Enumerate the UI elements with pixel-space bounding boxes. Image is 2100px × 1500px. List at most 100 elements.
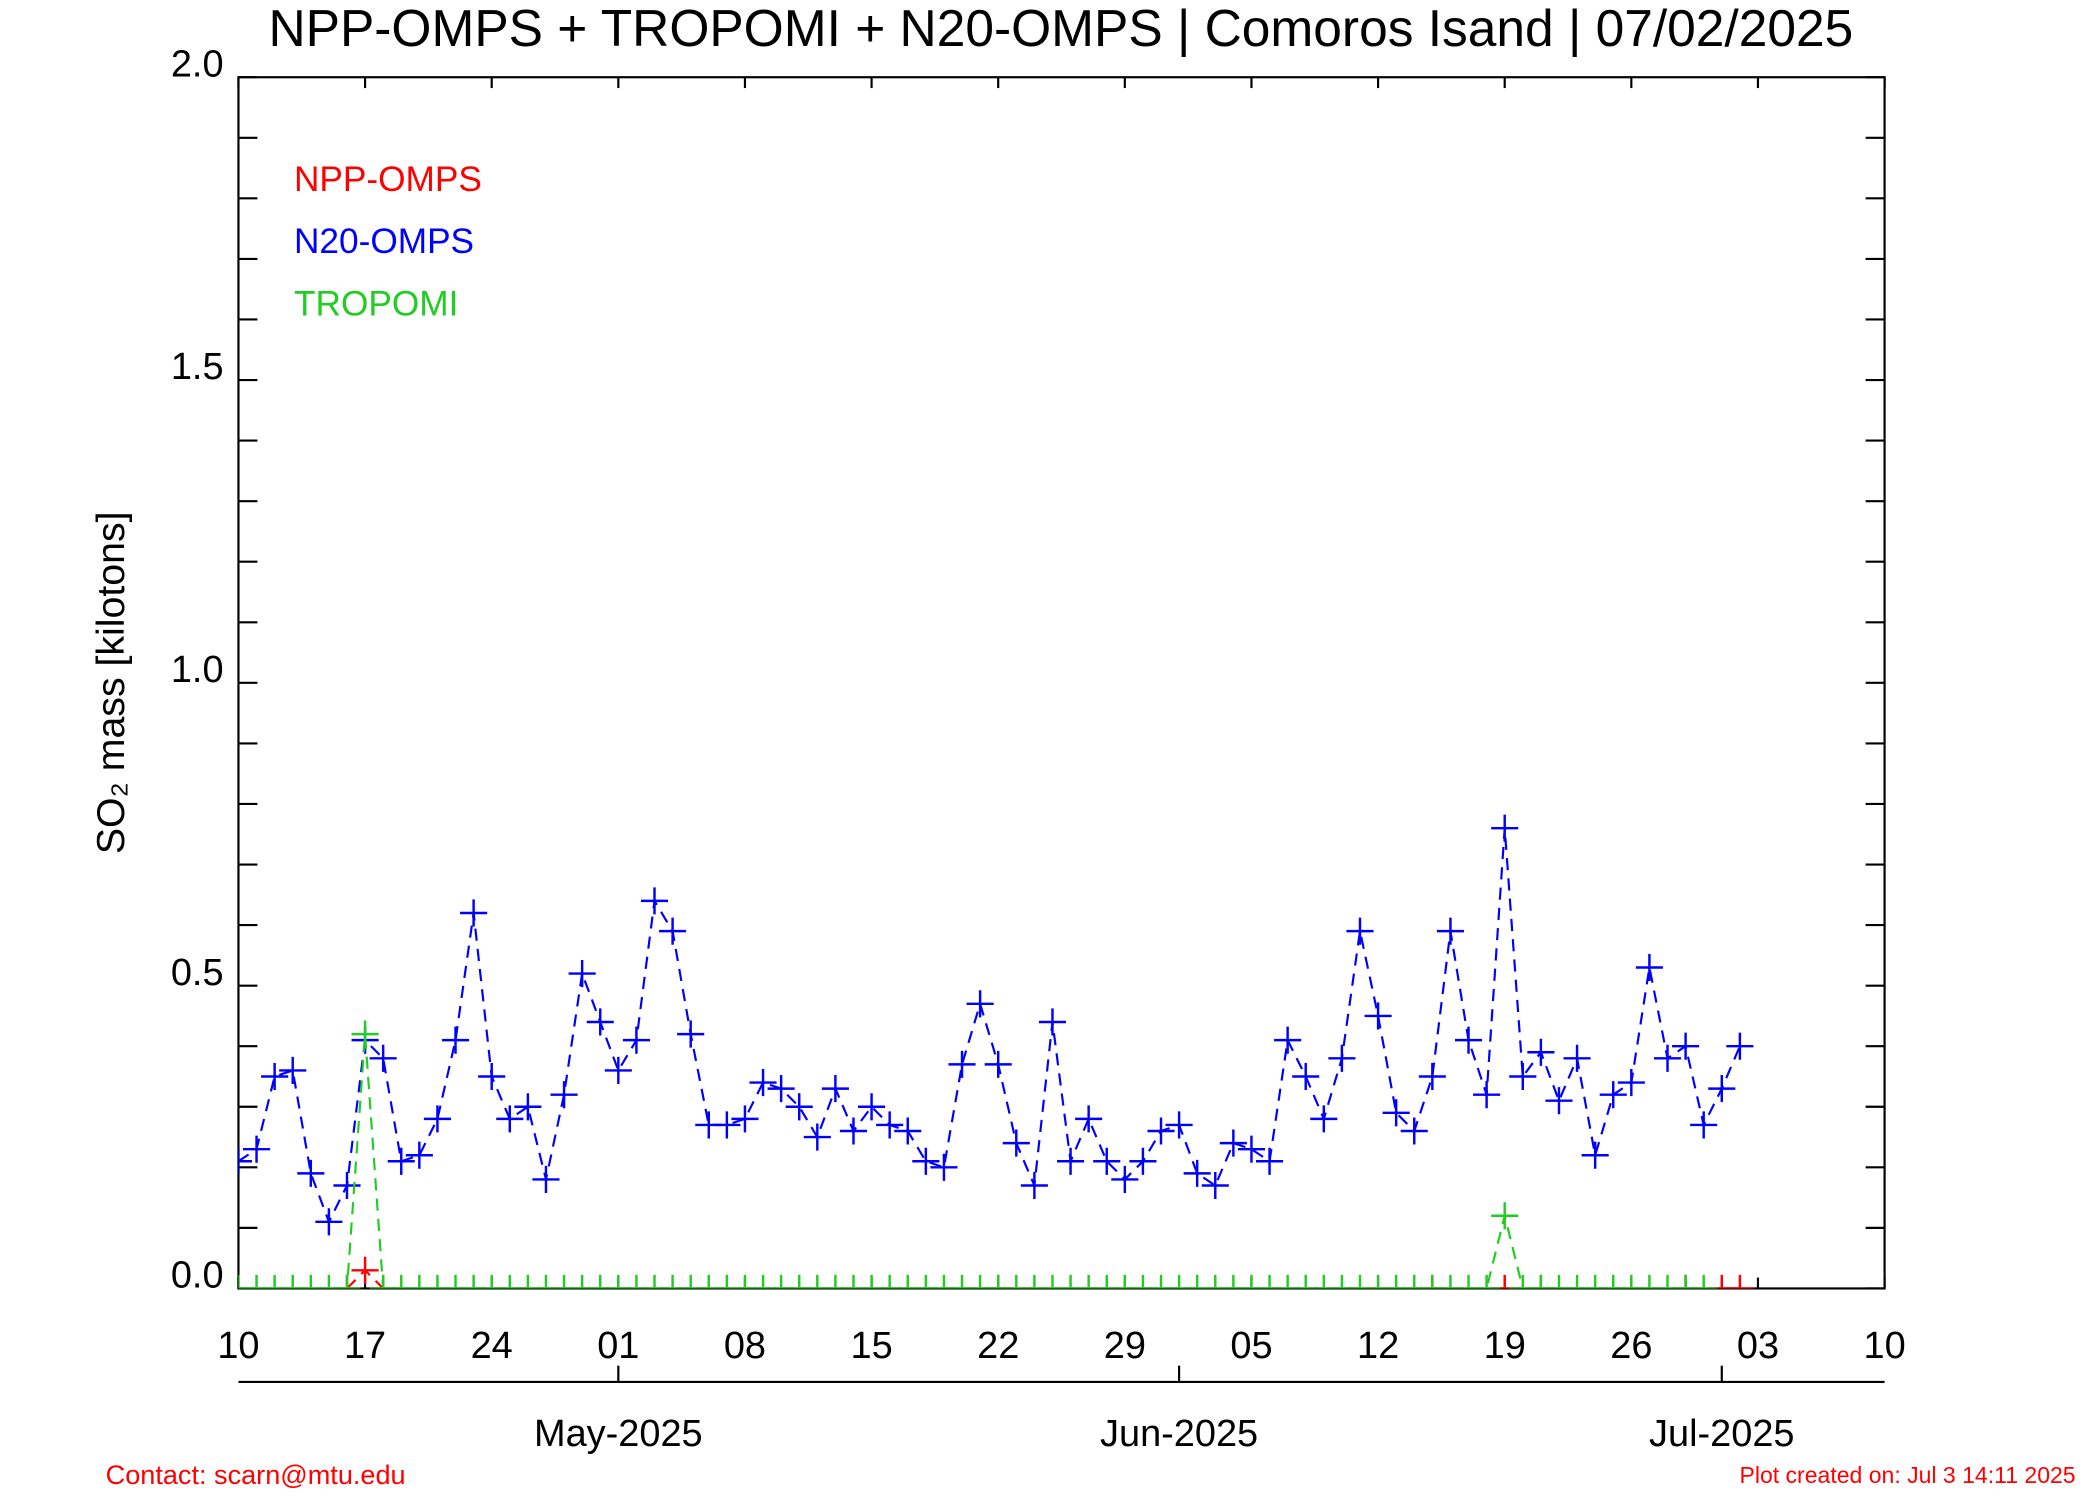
data-marker — [550, 1081, 578, 1109]
data-marker — [1563, 1044, 1591, 1072]
data-marker — [1129, 1147, 1157, 1175]
data-marker — [1672, 1274, 1700, 1289]
data-marker — [496, 1274, 524, 1289]
data-marker — [604, 1056, 632, 1084]
data-marker — [803, 1274, 831, 1289]
data-marker — [333, 1171, 361, 1200]
data-marker — [1436, 917, 1464, 945]
data-marker — [1346, 917, 1374, 945]
x-tick-label: 15 — [850, 1325, 892, 1367]
data-marker — [1653, 1274, 1682, 1289]
data-marker — [1093, 1147, 1121, 1175]
data-marker — [1382, 1099, 1410, 1127]
data-marker — [1545, 1274, 1573, 1289]
data-marker — [1364, 1002, 1392, 1030]
data-marker — [460, 1274, 488, 1289]
data-marker — [731, 1105, 759, 1133]
data-marker — [1400, 1274, 1428, 1289]
data-marker — [1491, 1202, 1519, 1230]
series-line — [238, 828, 1741, 1225]
x-tick-label: 10 — [1863, 1325, 1905, 1367]
data-marker — [1690, 1111, 1718, 1139]
data-marker — [749, 1274, 777, 1289]
data-marker — [1527, 1274, 1555, 1289]
data-marker — [1328, 1044, 1356, 1072]
data-marker — [713, 1274, 741, 1289]
legend-entry: NPP-OMPS — [294, 160, 482, 199]
data-marker — [713, 1111, 741, 1139]
y-tick-label: 0.0 — [171, 1255, 224, 1297]
data-marker — [1473, 1274, 1501, 1289]
x-tick-label: 24 — [471, 1325, 513, 1367]
data-marker — [496, 1105, 524, 1133]
data-marker — [876, 1274, 904, 1289]
data-marker — [568, 959, 596, 988]
x-tick-label: 26 — [1610, 1325, 1652, 1367]
data-marker — [1364, 1274, 1392, 1289]
data-marker — [1237, 1274, 1266, 1289]
data-marker — [514, 1093, 542, 1121]
data-marker — [1183, 1159, 1211, 1187]
data-marker — [1183, 1274, 1211, 1289]
series — [238, 1020, 1718, 1289]
data-marker — [441, 1274, 470, 1289]
data-marker — [1147, 1274, 1175, 1289]
data-marker — [1653, 1044, 1682, 1072]
data-marker — [1310, 1105, 1338, 1133]
data-marker — [1020, 1171, 1048, 1200]
x-tick-label: 05 — [1230, 1325, 1272, 1367]
month-label: May-2025 — [534, 1413, 703, 1455]
chart-title: NPP-OMPS + TROPOMI + N20-OMPS | Comoros … — [268, 0, 1853, 57]
data-marker — [785, 1093, 813, 1121]
data-marker — [405, 1141, 433, 1169]
data-marker — [1436, 1274, 1464, 1289]
data-marker — [261, 1062, 289, 1091]
data-marker — [315, 1274, 343, 1289]
data-marker — [695, 1274, 723, 1289]
data-marker — [351, 1020, 379, 1048]
data-marker — [1346, 1274, 1374, 1289]
data-marker — [478, 1062, 506, 1091]
data-marker — [279, 1056, 307, 1084]
data-marker — [1454, 1274, 1483, 1289]
data-marker — [640, 887, 669, 915]
data-marker — [1111, 1274, 1139, 1289]
y-tick-label: 1.5 — [171, 346, 224, 388]
data-marker — [423, 1274, 451, 1289]
data-marker — [238, 1147, 252, 1175]
data-marker — [387, 1274, 415, 1289]
created-note: Plot created on: Jul 3 14:11 2025 — [1740, 1462, 2076, 1488]
data-marker — [1219, 1129, 1247, 1157]
data-marker — [1400, 1117, 1428, 1145]
data-marker — [1147, 1117, 1175, 1145]
month-label: Jul-2025 — [1649, 1413, 1794, 1455]
data-marker — [1708, 1274, 1736, 1289]
data-marker — [1617, 1274, 1645, 1289]
data-marker — [930, 1274, 958, 1289]
data-marker — [586, 1008, 614, 1036]
data-marker — [387, 1147, 415, 1175]
data-marker — [803, 1123, 831, 1151]
y-tick-label: 2.0 — [171, 43, 224, 85]
data-marker — [912, 1274, 940, 1289]
x-tick-label: 19 — [1484, 1325, 1526, 1367]
y-axis-label: SO₂ mass [kilotons] — [89, 511, 133, 854]
data-marker — [261, 1274, 289, 1289]
data-marker — [1201, 1274, 1229, 1289]
data-marker — [586, 1274, 614, 1289]
data-marker — [821, 1274, 849, 1289]
data-marker — [1581, 1274, 1609, 1289]
data-marker — [441, 1026, 470, 1054]
data-marker — [1165, 1274, 1193, 1289]
data-marker — [640, 1274, 669, 1289]
data-marker — [767, 1075, 795, 1103]
y-tick-label: 1.0 — [171, 649, 224, 691]
data-marker — [622, 1026, 650, 1054]
x-tick-label: 03 — [1737, 1325, 1779, 1367]
data-marker — [550, 1274, 578, 1289]
data-marker — [1274, 1026, 1302, 1054]
data-marker — [659, 1274, 687, 1289]
data-marker — [297, 1274, 325, 1289]
data-marker — [1292, 1274, 1320, 1289]
